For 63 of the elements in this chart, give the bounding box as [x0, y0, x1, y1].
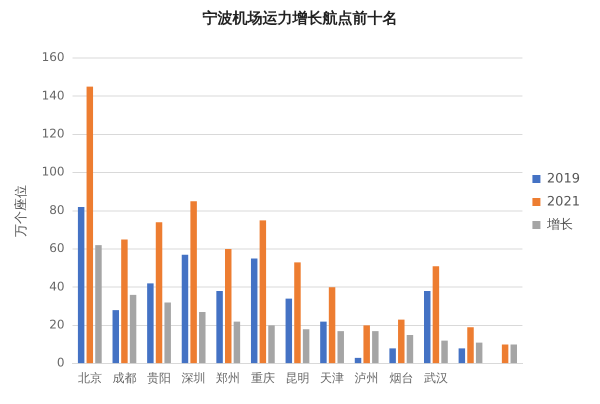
x-tick-label: 武汉 [424, 370, 448, 385]
bar [476, 342, 482, 364]
bar [182, 254, 188, 364]
bar [156, 222, 162, 364]
y-tick-label: 140 [42, 88, 65, 102]
y-tick-label: 20 [49, 318, 65, 332]
y-tick-label: 60 [49, 241, 65, 256]
bar [363, 325, 370, 364]
bar [216, 291, 223, 364]
bar [95, 245, 102, 364]
bar [286, 298, 292, 364]
bar [328, 287, 336, 364]
bar [112, 310, 120, 364]
chart-title: 宁波机场运力增长航点前十名 [202, 8, 398, 27]
bar [225, 249, 232, 364]
y-axis-title: 万个座位 [13, 184, 30, 237]
bar [467, 327, 474, 364]
bar [432, 266, 440, 364]
bar [302, 329, 310, 364]
x-tick-label: 北京 [78, 370, 102, 385]
bar [441, 340, 448, 364]
bar [147, 283, 154, 364]
bar [250, 258, 258, 364]
bar [389, 348, 396, 364]
legend-label: 增长 [546, 217, 573, 232]
x-tick-label: 郑州 [216, 370, 240, 385]
bar [294, 262, 301, 364]
y-tick-label: 120 [42, 126, 65, 141]
bar [510, 344, 518, 364]
bar [121, 239, 128, 364]
y-tick-label: 160 [42, 50, 65, 64]
bar [234, 322, 240, 364]
bar [86, 86, 94, 364]
bar [502, 344, 508, 364]
x-tick-label: 深圳 [182, 370, 206, 385]
x-tick-label: 重庆 [250, 370, 275, 385]
x-tick-label: 天津 [320, 370, 344, 385]
bar [190, 201, 197, 364]
x-tick-label: 泸州 [354, 370, 379, 385]
x-tick-label: 昆明 [285, 370, 310, 385]
bar [268, 325, 275, 364]
bar [372, 331, 379, 364]
bar [398, 320, 405, 364]
bar [406, 334, 414, 364]
bar [424, 291, 430, 364]
x-tick-label: 贵阳 [147, 370, 172, 385]
x-tick-label: 烟台 [389, 370, 414, 385]
bar [260, 220, 266, 364]
bar [354, 358, 362, 364]
bar [78, 206, 84, 364]
legend-label: 2021 [546, 194, 580, 210]
x-tick-label: 成都 [112, 370, 136, 385]
legend-label: 2019 [546, 171, 580, 186]
y-tick-label: 100 [42, 164, 65, 179]
y-tick-label: 80 [49, 202, 65, 217]
y-tick-label: 0 [56, 356, 65, 370]
y-tick-label: 40 [49, 279, 65, 294]
bar [458, 348, 466, 364]
bar [320, 322, 327, 364]
bar [199, 312, 206, 364]
bar [337, 331, 344, 364]
bar [130, 294, 136, 364]
bar [164, 302, 171, 364]
